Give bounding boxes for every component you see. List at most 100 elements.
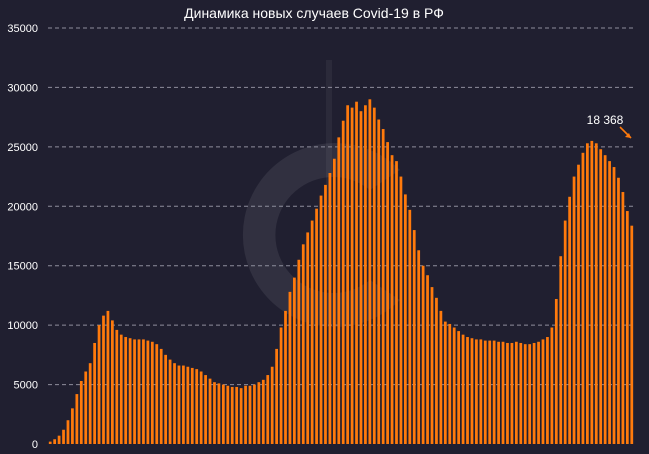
bar <box>88 363 92 444</box>
bar <box>257 382 261 444</box>
bar <box>71 408 74 444</box>
bar <box>186 366 190 444</box>
bar <box>501 341 505 444</box>
bar <box>79 381 83 444</box>
bar <box>310 220 314 444</box>
bar <box>408 209 412 444</box>
bar <box>173 363 176 444</box>
bar <box>53 439 57 444</box>
bar <box>603 155 607 444</box>
bar <box>483 340 487 444</box>
bar <box>554 298 558 444</box>
bar <box>244 385 247 444</box>
bar <box>48 441 52 444</box>
bar <box>102 315 105 444</box>
bar <box>586 143 589 445</box>
bar <box>213 382 216 444</box>
bar <box>612 167 616 444</box>
bar <box>128 338 132 444</box>
bar <box>164 354 168 444</box>
bar <box>532 342 536 444</box>
bar <box>115 329 119 444</box>
bar <box>66 420 70 444</box>
bar <box>559 256 563 444</box>
bar <box>608 161 611 444</box>
bar <box>452 327 456 444</box>
bar <box>137 339 141 444</box>
bar <box>599 149 603 445</box>
bar <box>475 339 478 444</box>
bar <box>261 379 265 444</box>
bar <box>350 107 354 444</box>
bar <box>457 331 461 444</box>
bar <box>466 337 469 444</box>
bar <box>182 365 185 444</box>
bar <box>57 435 61 444</box>
bar <box>124 337 128 444</box>
bar <box>617 177 620 444</box>
bar <box>412 230 416 444</box>
bar <box>133 339 136 444</box>
bar <box>577 164 580 444</box>
bar <box>519 342 523 444</box>
bar <box>523 344 527 444</box>
bar <box>168 359 172 444</box>
bar <box>368 99 372 444</box>
y-tick-label: 30000 <box>7 82 38 94</box>
bar <box>550 327 554 444</box>
bar <box>297 259 301 444</box>
bar <box>275 348 278 444</box>
bar <box>381 129 385 444</box>
bar <box>119 334 123 444</box>
bar <box>506 342 509 444</box>
bar <box>97 325 101 444</box>
bar <box>546 337 549 444</box>
bar <box>150 341 154 444</box>
bar <box>443 321 447 444</box>
bar <box>377 119 381 445</box>
bar <box>155 344 159 444</box>
bar <box>461 334 465 444</box>
bar <box>293 277 296 444</box>
bar <box>403 194 407 444</box>
bar <box>563 220 567 444</box>
bar <box>62 429 65 444</box>
bar <box>235 386 239 444</box>
annotation-label: 18 368 <box>587 113 624 127</box>
bar <box>625 211 629 444</box>
y-tick-label: 0 <box>32 439 38 451</box>
bar <box>84 371 88 444</box>
bar <box>395 161 398 444</box>
bar <box>221 384 225 444</box>
bar <box>146 340 150 444</box>
bar <box>111 320 114 444</box>
bar <box>319 195 323 444</box>
annotation: 18 368 <box>587 113 632 139</box>
bar <box>159 348 163 444</box>
bar <box>279 327 283 444</box>
gridlines <box>48 27 634 386</box>
y-tick-label: 35000 <box>7 23 38 35</box>
y-axis: 0 5000 10000 15000 20000 25000 30000 35000 <box>7 23 38 451</box>
bar <box>106 310 110 444</box>
bar <box>315 208 318 444</box>
bar <box>284 310 287 444</box>
bar <box>426 275 429 444</box>
y-tick-label: 15000 <box>7 261 38 273</box>
bar <box>630 225 634 444</box>
bar <box>337 137 341 444</box>
bar <box>390 155 394 444</box>
bar <box>204 375 207 444</box>
bar <box>359 111 363 444</box>
bar <box>199 371 203 444</box>
bar <box>253 384 256 444</box>
bar <box>470 338 474 444</box>
bar <box>581 152 585 445</box>
bar <box>541 339 545 444</box>
bar <box>332 158 336 445</box>
bar <box>621 192 625 444</box>
bar <box>514 341 518 444</box>
bar <box>537 341 540 444</box>
bar <box>266 375 270 444</box>
